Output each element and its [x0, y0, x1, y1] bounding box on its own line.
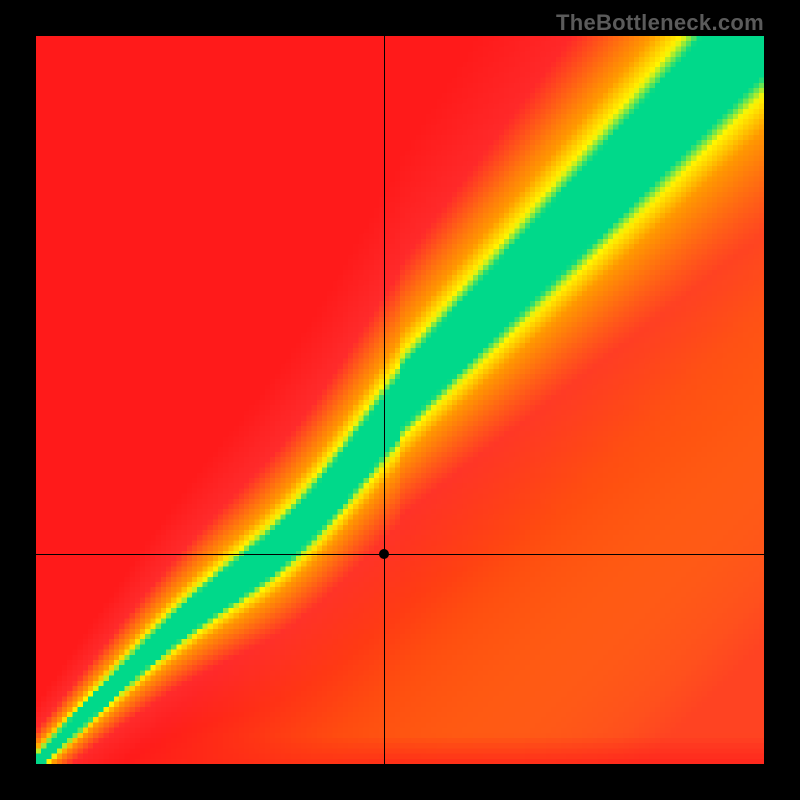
crosshair-marker-dot [379, 549, 389, 559]
watermark-text: TheBottleneck.com [556, 10, 764, 36]
heatmap-canvas [36, 36, 764, 764]
crosshair-vertical [384, 36, 385, 764]
crosshair-horizontal [36, 554, 764, 555]
heatmap-plot-area [36, 36, 764, 764]
bottleneck-heatmap-container: { "watermark": { "text": "TheBottleneck.… [0, 0, 800, 800]
